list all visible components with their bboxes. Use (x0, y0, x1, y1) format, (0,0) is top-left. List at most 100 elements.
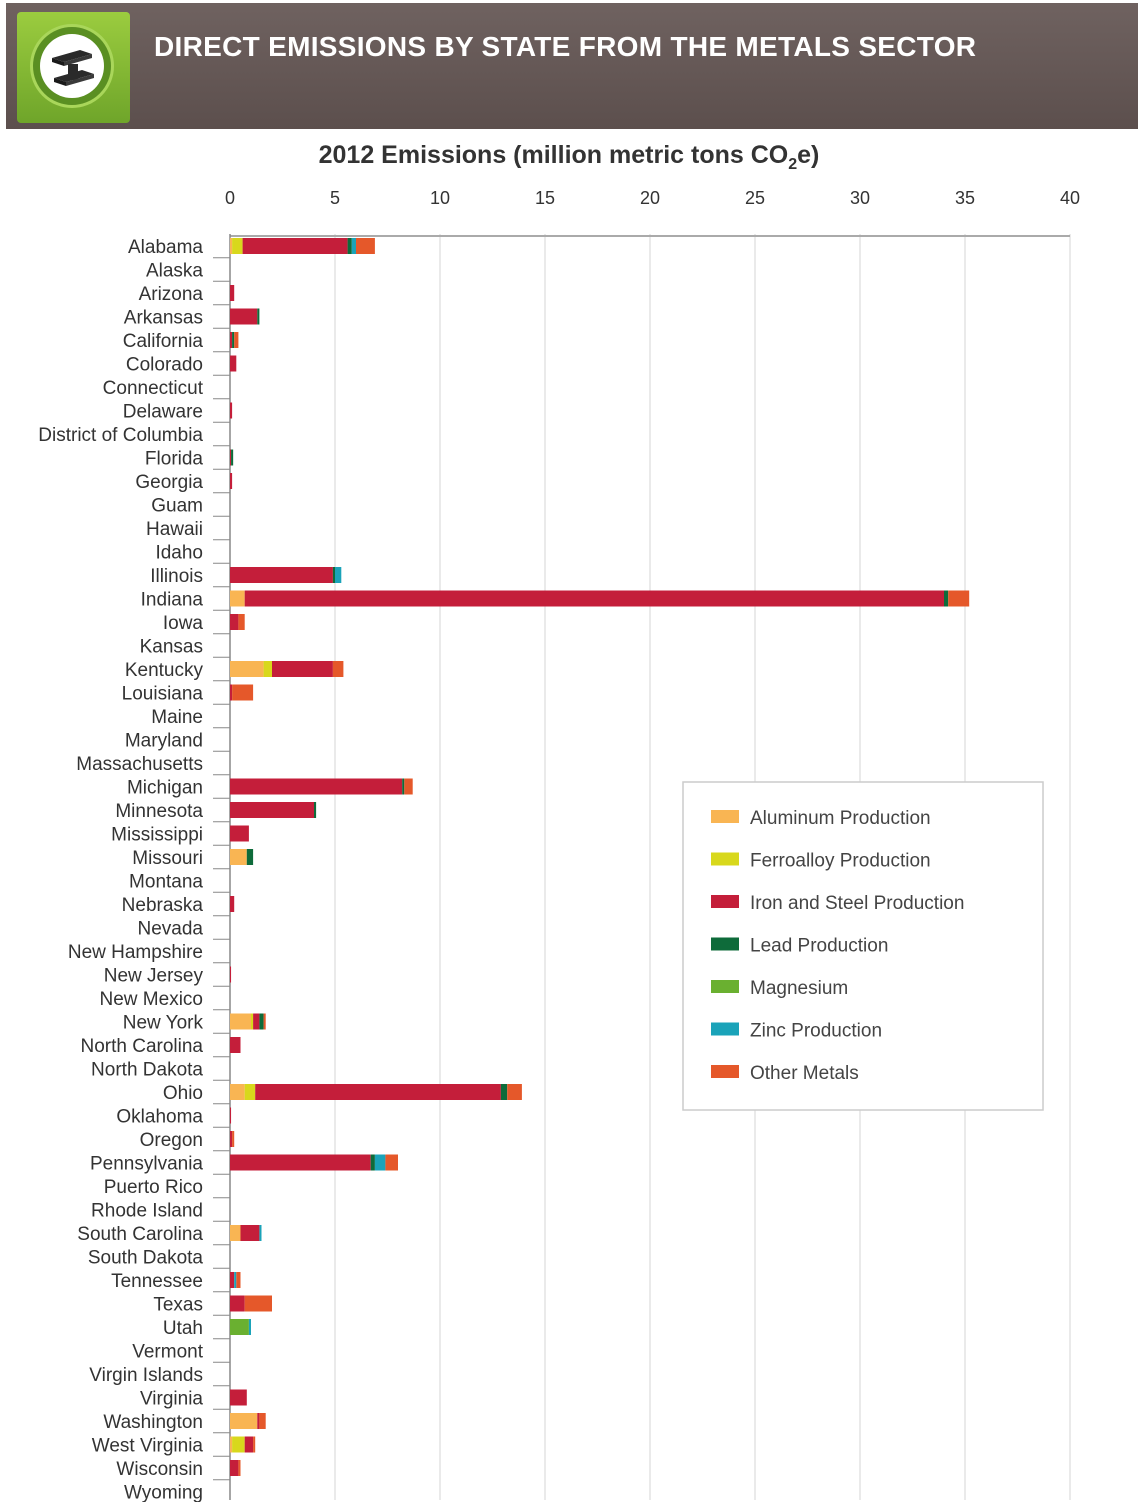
category-label: Wisconsin (116, 1459, 203, 1480)
category-label: West Virginia (92, 1436, 204, 1457)
bar-segment (230, 1319, 249, 1335)
category-label: California (123, 331, 204, 352)
category-label: Idaho (155, 543, 203, 564)
category-label: Missouri (132, 848, 203, 869)
category-label: Montana (129, 872, 203, 893)
category-label: Virginia (140, 1389, 203, 1410)
x-tick-label: 35 (955, 188, 975, 208)
legend-swatch (711, 937, 739, 951)
x-tick-label: 20 (640, 188, 660, 208)
bar-segment (351, 238, 356, 254)
bar-segment (242, 238, 348, 254)
bar-segment (232, 1436, 245, 1453)
bar-segment (230, 802, 314, 818)
bar-segment (347, 238, 352, 254)
bar-segment (253, 1013, 260, 1030)
bar-segment (356, 238, 375, 254)
category-label: Louisiana (122, 684, 204, 705)
category-label: Georgia (135, 472, 203, 493)
category-label: Connecticut (103, 378, 204, 399)
legend-label: Aluminum Production (750, 808, 931, 829)
category-label: New York (123, 1013, 204, 1034)
bar-segment (230, 402, 233, 419)
x-tick-label: 30 (850, 188, 870, 208)
legend-swatch (711, 852, 739, 866)
bar-segment (230, 1154, 371, 1171)
bar-segment (246, 849, 254, 865)
category-label: Oklahoma (116, 1107, 203, 1128)
bar-segment (263, 661, 272, 677)
legend-label: Ferroalloy Production (750, 851, 931, 872)
category-label: Colorado (126, 355, 203, 376)
bar-segment (402, 778, 405, 795)
bar-segment (244, 1295, 272, 1312)
bar-segment (231, 449, 234, 466)
category-label: Guam (151, 496, 203, 517)
bar-segment (255, 1084, 501, 1100)
bar-segment (234, 332, 239, 348)
bar-segment (257, 308, 260, 325)
category-label: South Dakota (88, 1248, 204, 1269)
bar-segment (230, 1272, 235, 1288)
category-label: Alaska (146, 261, 203, 282)
bar-segment (244, 590, 944, 607)
bar-segment (948, 590, 970, 607)
x-tick-label: 25 (745, 188, 765, 208)
bar-segment (232, 238, 243, 254)
bar-segment (230, 1084, 245, 1100)
bar-segment (230, 1460, 239, 1476)
bar-segment (240, 1225, 260, 1241)
bar-segment (259, 1413, 266, 1429)
bar-segment (230, 661, 264, 677)
bar-segment (230, 285, 235, 301)
legend-swatch (711, 1065, 739, 1078)
bar-segment (332, 567, 335, 583)
category-label: North Dakota (91, 1060, 203, 1081)
bar-segment (230, 449, 232, 466)
category-label: Mississippi (111, 825, 203, 846)
bar-segment (230, 308, 258, 325)
x-tick-label: 0 (225, 188, 235, 208)
bar-segment (385, 1154, 398, 1171)
category-label: Puerto Rico (104, 1177, 203, 1198)
bar-segment (944, 590, 949, 607)
bar-segment (230, 896, 235, 912)
bar-segment (507, 1084, 522, 1100)
category-label: Alabama (128, 237, 203, 258)
bar-segment (230, 1413, 258, 1429)
category-label: Minnesota (115, 801, 203, 822)
bar-segment (263, 1013, 266, 1030)
category-label: New Mexico (100, 989, 203, 1010)
x-tick-label: 15 (535, 188, 555, 208)
bar-segment (230, 1131, 233, 1147)
category-label: Oregon (140, 1130, 203, 1151)
bar-segment (230, 1013, 251, 1030)
category-label: Utah (163, 1318, 203, 1339)
legend-box (682, 781, 1044, 1111)
category-label: North Carolina (81, 1036, 204, 1057)
bar-segment (335, 567, 342, 583)
bar-segment (253, 1436, 256, 1453)
bar-segment (230, 1436, 233, 1453)
category-label: Kentucky (125, 660, 204, 681)
category-label: New Jersey (104, 966, 204, 987)
bar-segment (230, 966, 232, 983)
category-label: New Hampshire (68, 942, 203, 963)
bar-segment (230, 567, 333, 583)
bar-segment (370, 1154, 375, 1171)
legend-label: Lead Production (750, 936, 888, 957)
legend-swatch (711, 980, 739, 993)
category-label: Vermont (132, 1342, 203, 1363)
bar-segment (314, 802, 317, 818)
legend-swatch (711, 810, 739, 823)
bar-segment (230, 1107, 232, 1124)
category-label: Illinois (150, 566, 203, 587)
category-label: Florida (145, 449, 204, 470)
category-label: District of Columbia (38, 425, 203, 446)
bar-segment (230, 825, 249, 842)
category-label: Hawaii (146, 519, 203, 540)
legend-label: Magnesium (750, 978, 848, 999)
logo (17, 12, 130, 123)
category-label: Arizona (139, 284, 204, 305)
